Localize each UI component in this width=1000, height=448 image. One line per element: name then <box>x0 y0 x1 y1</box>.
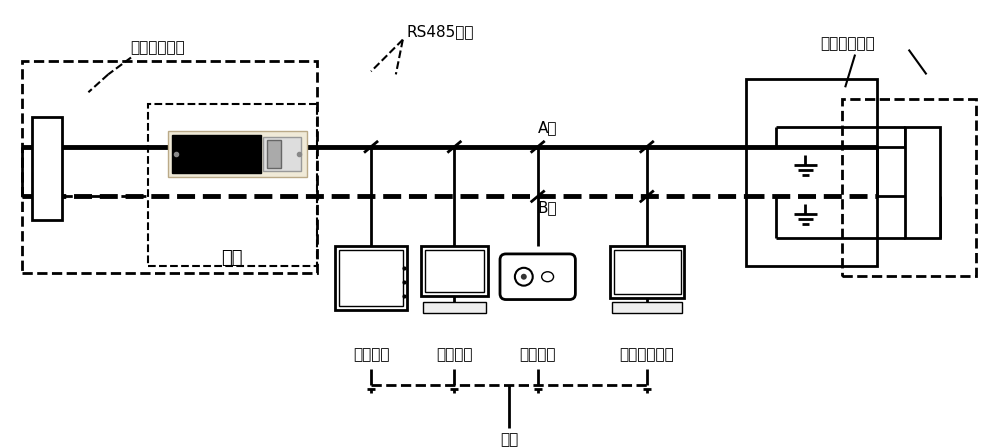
Text: 主站: 主站 <box>221 249 243 267</box>
Bar <box>263 137 301 171</box>
Text: A线: A线 <box>538 120 557 135</box>
FancyBboxPatch shape <box>500 254 575 300</box>
Text: 从站: 从站 <box>500 432 518 447</box>
Text: 智能电表: 智能电表 <box>353 348 389 362</box>
Bar <box>905 127 940 238</box>
Bar <box>148 104 317 266</box>
Ellipse shape <box>515 268 533 286</box>
Bar <box>335 246 407 310</box>
Ellipse shape <box>542 272 554 282</box>
Bar <box>425 250 484 292</box>
Bar <box>32 117 62 220</box>
Text: RS485总线: RS485总线 <box>407 24 474 39</box>
Bar <box>746 79 877 266</box>
Text: 智能开关: 智能开关 <box>519 348 556 362</box>
Text: 终端匹配电阵: 终端匹配电阵 <box>130 40 185 55</box>
Bar <box>339 250 403 306</box>
Bar <box>267 140 281 168</box>
Text: 末端监测设备: 末端监测设备 <box>619 348 674 362</box>
Ellipse shape <box>521 274 527 280</box>
Bar <box>614 250 681 293</box>
Bar <box>612 302 682 314</box>
Bar <box>168 131 307 177</box>
Bar <box>172 135 261 172</box>
Bar <box>421 246 488 296</box>
Text: 远程终端: 远程终端 <box>436 348 473 362</box>
Bar <box>842 99 976 276</box>
Text: B线: B线 <box>538 200 557 215</box>
Text: 终端匹配电阵: 终端匹配电阵 <box>820 36 875 51</box>
Bar <box>22 61 317 273</box>
Bar <box>610 246 684 297</box>
Bar <box>423 302 486 314</box>
